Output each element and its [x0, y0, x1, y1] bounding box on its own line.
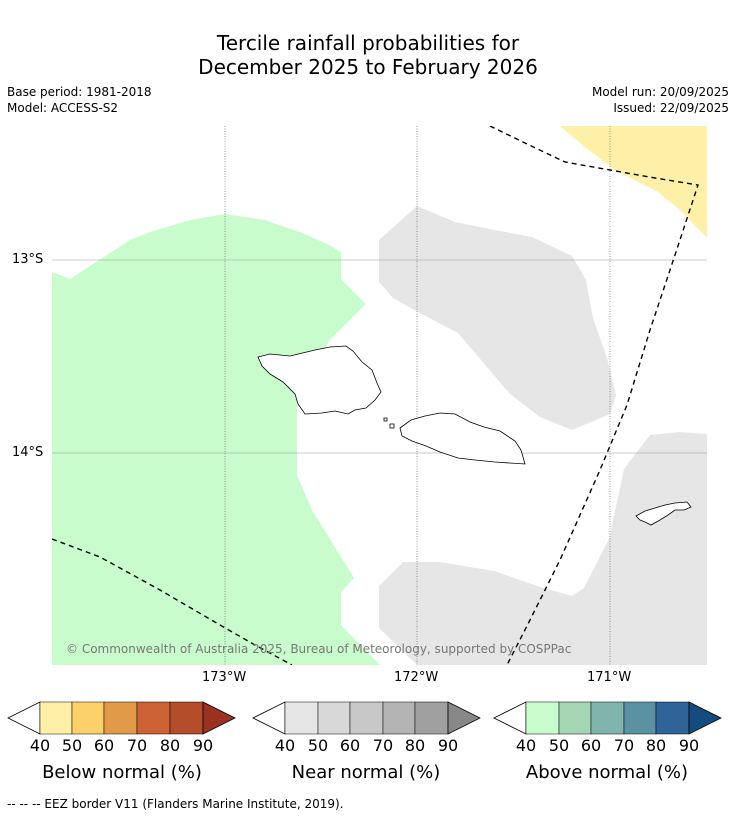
tick-label: 70: [613, 736, 635, 755]
colorbar-below-title: Below normal (%): [42, 762, 202, 783]
tick-label: 90: [678, 736, 700, 755]
title-line-1: Tercile rainfall probabilities for: [216, 31, 520, 55]
colorbar-below-seg-5: [169, 701, 204, 735]
island-savaii: [257, 345, 382, 415]
tick-label: 40: [29, 736, 51, 755]
colorbar-above-seg-2: [558, 701, 592, 735]
colorbar-above-title: Above normal (%): [525, 762, 689, 783]
lon-label-171w: 171°W: [587, 670, 632, 685]
tick-label: 40: [274, 736, 296, 755]
island-apolima: [389, 423, 395, 429]
tick-label: 50: [548, 736, 570, 755]
island-tutuila: [635, 501, 692, 526]
colorbar-above-seg-5: [655, 701, 690, 735]
tick-label: 60: [339, 736, 361, 755]
tick-label: 80: [159, 736, 181, 755]
lon-label-172w: 172°W: [394, 670, 439, 685]
tick-label: 60: [580, 736, 602, 755]
colorbar-below-seg-2: [71, 701, 105, 735]
colorbar-below-upper-extension: [202, 701, 236, 735]
colorbar-near-lower-extension: [252, 701, 286, 735]
model-run: Model run: 20/09/2025: [591, 85, 729, 99]
issued-date: Issued: 22/09/2025: [613, 101, 729, 115]
near-normal-region-east: [379, 432, 707, 665]
base-period: Base period: 1981-2018: [7, 85, 152, 99]
tick-label: 50: [61, 736, 83, 755]
title-line-2: December 2025 to February 2026: [198, 55, 538, 79]
lon-label-173w: 173°W: [202, 670, 247, 685]
near-normal-region-north: [379, 206, 616, 430]
colorbar-near-seg-5: [414, 701, 449, 735]
colorbar-below-seg-1: [39, 701, 73, 735]
copyright-notice: © Commonwealth of Australia 2025, Bureau…: [66, 642, 571, 656]
eez-border-northeast: [489, 126, 699, 665]
lat-label-13s: 13°S: [12, 252, 44, 267]
lat-label-14s: 14°S: [12, 445, 44, 460]
model-name: Model: ACCESS-S2: [7, 101, 119, 115]
colorbar-near-upper-extension: [447, 701, 481, 735]
colorbar-above: [493, 701, 722, 735]
island-manono: [383, 417, 388, 422]
tick-label: 50: [307, 736, 329, 755]
colorbar-below-lower-extension: [7, 701, 41, 735]
above-normal-region: [52, 214, 380, 665]
colorbar-above-lower-extension: [493, 701, 527, 735]
eez-border-southwest: [52, 538, 293, 665]
tick-label: 70: [372, 736, 394, 755]
colorbar-near-seg-2: [317, 701, 351, 735]
colorbar-below-seg-3: [103, 701, 138, 735]
tick-label: 80: [645, 736, 667, 755]
colorbar-near-title: Near normal (%): [291, 762, 441, 783]
gridlines: [52, 126, 707, 665]
tick-label: 80: [404, 736, 426, 755]
eez-legend-note: -- -- -- EEZ border V11 (Flanders Marine…: [7, 797, 344, 811]
tick-label: 90: [437, 736, 459, 755]
colorbar-near-seg-1: [284, 701, 319, 735]
tick-label: 90: [192, 736, 214, 755]
colorbar-near-seg-4: [382, 701, 416, 735]
colorbar-above-upper-extension: [688, 701, 722, 735]
island-upolu: [399, 412, 526, 465]
colorbar-near: [252, 701, 481, 735]
colorbar-below: [7, 701, 236, 735]
colorbar-above-seg-3: [590, 701, 625, 735]
below-normal-region: [560, 126, 707, 238]
tick-label: 60: [93, 736, 115, 755]
colorbar-above-seg-4: [623, 701, 657, 735]
colorbar-near-seg-3: [349, 701, 384, 735]
tick-label: 40: [515, 736, 537, 755]
colorbar-above-seg-1: [525, 701, 560, 735]
colorbar-below-seg-4: [136, 701, 171, 735]
tick-label: 70: [126, 736, 148, 755]
